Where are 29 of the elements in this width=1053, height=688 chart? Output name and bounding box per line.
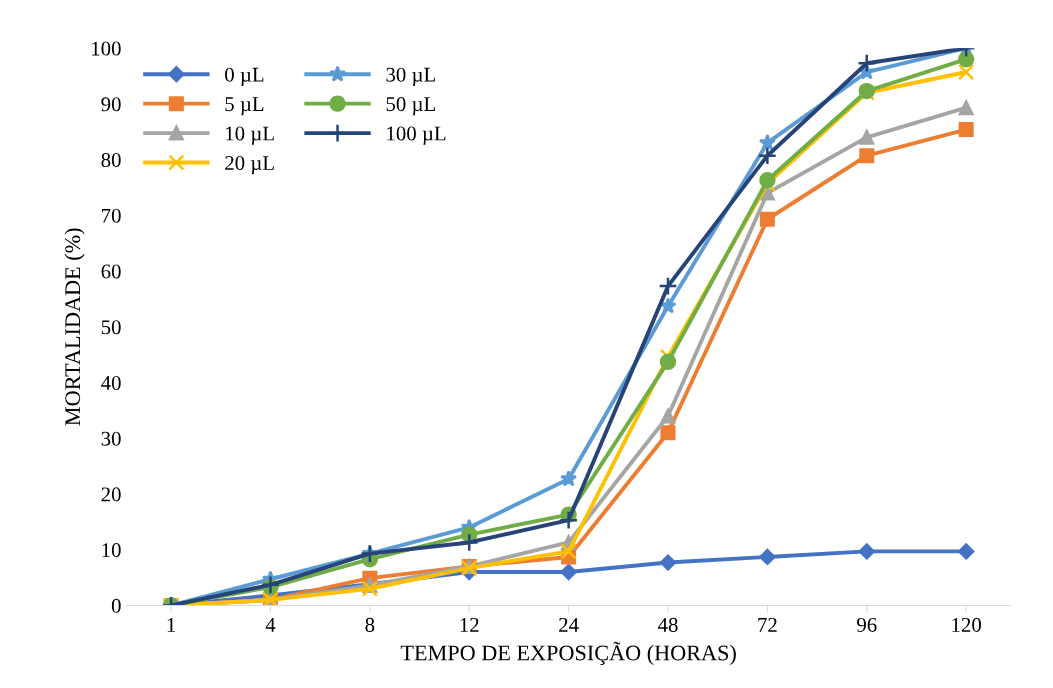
y-axis-title: MORTALIDADE (%) (64, 228, 85, 426)
y-tick-label: 50 (101, 320, 121, 335)
legend-label: 10 µL (226, 126, 274, 145)
x-tick-label: 12 (460, 617, 479, 632)
y-tick-label: 70 (102, 208, 121, 223)
y-tick-label: 80 (101, 152, 121, 168)
y-tick-label: 10 (102, 543, 121, 558)
y-tick-label: 40 (101, 375, 121, 390)
legend-label: 30 µL (386, 67, 435, 86)
y-tick-label: 30 (101, 431, 121, 446)
x-tick-label: 24 (559, 617, 579, 632)
y-tick-label: 20 (101, 487, 121, 502)
legend-label: 100 µL (387, 126, 446, 145)
y-tick-label: 60 (101, 264, 121, 279)
y-tick-label: 90 (101, 97, 121, 112)
legend-label: 5 µL (225, 97, 264, 116)
legend-label: 20 µL (225, 155, 274, 175)
legend-label: 50 µL (386, 97, 435, 116)
y-tick-label: 0 (111, 598, 121, 613)
x-tick-label: 1 (167, 617, 176, 632)
x-tick-label: 72 (758, 617, 777, 632)
x-axis-title: TEMPO DE EXPOSIÇÃO (HORAS) (400, 641, 736, 665)
legend-label: 0 µL (225, 67, 264, 86)
x-tick-label: 96 (857, 617, 877, 632)
x-tick-label: 120 (952, 617, 981, 632)
x-tick-label: 48 (657, 617, 678, 632)
y-tick-label: 100 (92, 41, 121, 56)
x-tick-label: 4 (265, 617, 276, 632)
x-tick-label: 8 (365, 617, 375, 632)
